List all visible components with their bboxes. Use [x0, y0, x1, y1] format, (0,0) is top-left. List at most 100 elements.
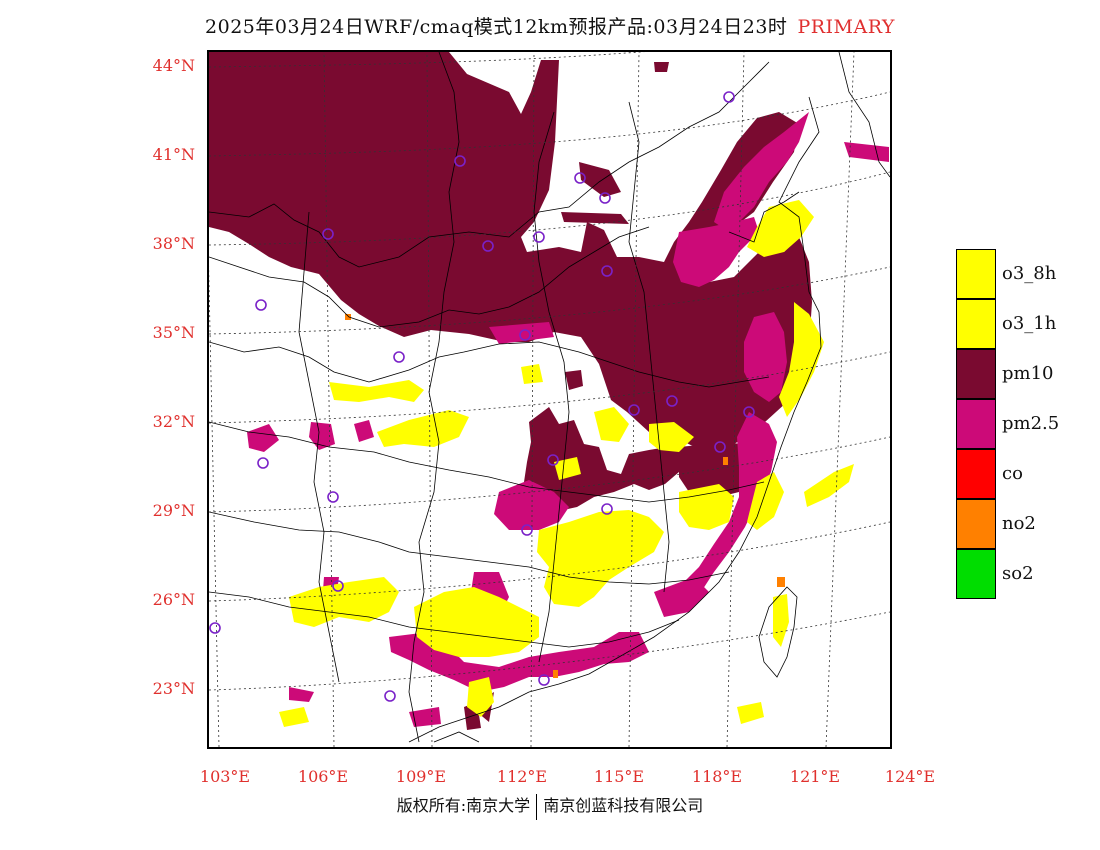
o3-hunan-small: [554, 457, 581, 480]
o3-jiangxi: [537, 510, 664, 607]
pm25-korea: [844, 142, 889, 162]
lat-label-23: 23°N: [152, 679, 195, 698]
lat-label-38: 38°N: [152, 234, 195, 253]
pm25-layer: [247, 112, 889, 727]
station-marker: [482, 240, 494, 252]
legend-swatch: [956, 549, 996, 599]
lon-label-112: 112°E: [496, 767, 548, 786]
no2-speck-4: [553, 670, 558, 678]
graticule: [209, 52, 890, 747]
lon-line-106: [323, 52, 335, 747]
legend-swatch: [956, 349, 996, 399]
lon-label-106: 106°E: [297, 767, 349, 786]
station-marker: [723, 91, 735, 103]
pm25-chongqing: [354, 420, 374, 442]
boundary-6: [209, 591, 680, 648]
pm25-sichuan-2: [309, 422, 335, 450]
title-tag: PRIMARY: [797, 16, 895, 38]
legend-swatch: [956, 249, 996, 299]
page-title: 2025年03月24日WRF/cmaq模式12km预报产品:03月24日23时 P…: [0, 12, 1100, 39]
o3-guangdong: [414, 587, 539, 657]
lat-line-23: [209, 611, 890, 691]
o3-fujian: [679, 484, 734, 530]
o3-zhejiang-coast: [747, 472, 784, 530]
o3-taiwan: [773, 594, 789, 647]
no2-speck-3: [777, 577, 785, 587]
pm25-patch-2: [289, 687, 314, 702]
legend-label: so2: [1002, 563, 1034, 584]
legend-label: o3_8h: [1002, 263, 1057, 284]
copyright-owner: 版权所有:南京大学: [396, 796, 531, 815]
lat-line-26: [209, 521, 890, 602]
legend-swatch: [956, 299, 996, 349]
station-marker: [393, 351, 405, 363]
boundary-5: [209, 511, 730, 585]
boundary-1: [209, 61, 770, 268]
o3-guangxi-west: [289, 577, 399, 627]
o3-jiangsu-coast: [779, 302, 824, 417]
pm25-sichuan-1: [247, 424, 279, 452]
legend-swatch: [956, 399, 996, 449]
pm10-north-region: [209, 52, 812, 450]
pm25-patch-1: [409, 707, 441, 727]
o3-hainan: [737, 702, 764, 724]
no2-layer: [345, 314, 785, 678]
pm25-taiwan-strait: [654, 577, 709, 617]
station-marker: [538, 674, 550, 686]
station-marker: [666, 395, 678, 407]
lon-line-118: [726, 52, 745, 747]
legend-label: pm10: [1002, 363, 1054, 384]
station-marker: [599, 192, 611, 204]
lon-label-115: 115°E: [593, 767, 645, 786]
station-marker: [384, 690, 396, 702]
o3-layer: [279, 200, 854, 727]
map-canvas: [209, 52, 890, 747]
lon-label-109: 109°E: [395, 767, 447, 786]
pm10-central-region: [524, 407, 679, 512]
lon-label-124: 124°E: [884, 767, 936, 786]
o3-hubei-2: [649, 422, 694, 452]
coastline-korea: [838, 52, 890, 178]
boundary-9: [533, 111, 570, 663]
station-marker: [255, 299, 267, 311]
station-marker: [454, 155, 466, 167]
legend-label: o3_1h: [1002, 313, 1057, 334]
o3-yunnan: [279, 707, 309, 727]
station-marker: [601, 265, 613, 277]
no2-speck-2: [723, 457, 728, 465]
o3-liaoning: [747, 200, 814, 257]
legend-swatch: [956, 449, 996, 499]
pm10-patch-1: [565, 370, 583, 390]
lon-line-112: [530, 52, 535, 747]
o3-shaanxi-band: [329, 380, 424, 402]
pm10-patch-2: [579, 162, 621, 197]
coastline-east: [408, 96, 822, 743]
pm25-northeast-band: [714, 112, 809, 232]
no2-speck-1: [345, 314, 351, 320]
pm25-guangdong: [389, 632, 649, 692]
station-marker: [574, 172, 586, 184]
lon-line-103: [209, 265, 220, 747]
forecast-map: [207, 50, 892, 749]
pm25-shandong: [673, 217, 759, 287]
taiwan-outline: [758, 586, 798, 678]
lon-line-109: [426, 52, 433, 747]
copyright-footer: 版权所有:南京大学 南京创蓝科技有限公司: [0, 792, 1100, 820]
station-marker: [533, 231, 545, 243]
copyright-company: 南京创蓝科技有限公司: [543, 796, 704, 815]
boundary-8: [298, 211, 340, 683]
lat-label-44: 44°N: [152, 56, 195, 75]
station-marker: [519, 329, 531, 341]
lon-label-121: 121°E: [789, 767, 841, 786]
lon-label-103: 103°E: [199, 767, 251, 786]
o3-hubei-1: [594, 407, 629, 442]
lat-label-41: 41°N: [152, 145, 195, 164]
legend-label: pm2.5: [1002, 413, 1060, 434]
legend-swatch: [956, 499, 996, 549]
station-marker: [601, 503, 613, 515]
pm25-hunan: [494, 480, 569, 530]
lat-label-26: 26°N: [152, 590, 195, 609]
station-marker: [209, 622, 221, 634]
title-main: 2025年03月24日WRF/cmaq模式12km预报产品:03月24日23时: [205, 16, 788, 38]
lon-label-118: 118°E: [691, 767, 743, 786]
